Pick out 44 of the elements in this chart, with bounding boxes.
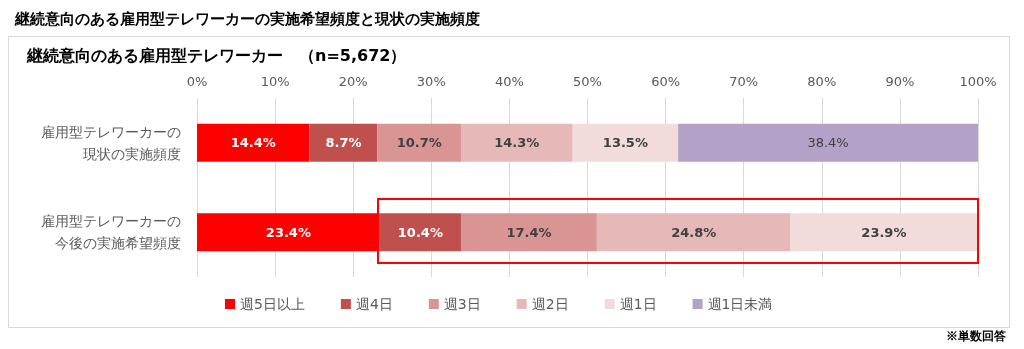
bar: [572, 123, 679, 162]
x-tick-label: 0%: [186, 74, 208, 89]
data-label: 23.4%: [265, 224, 311, 240]
bar: [790, 213, 978, 252]
x-tick-label: 100%: [959, 74, 997, 89]
chart-title: 継続意向のある雇用型テレワーカーの実施希望頻度と現状の実施頻度: [14, 9, 480, 28]
legend-label: 週1日未満: [707, 296, 773, 312]
data-label: 10.7%: [396, 135, 442, 151]
bar: [377, 123, 461, 162]
x-tick-label: 90%: [885, 74, 915, 89]
bar: [197, 123, 310, 162]
y-tick-label: 雇用型テレワーカーの今後の実施希望頻度: [41, 213, 181, 252]
bar: [678, 123, 978, 162]
data-label: 8.7%: [325, 135, 362, 151]
bar: [379, 213, 461, 252]
legend-label: 週4日: [355, 296, 393, 312]
text: ※単数回答: [946, 329, 1007, 343]
bar: [596, 213, 791, 252]
x-tick-label: 50%: [573, 74, 602, 89]
x-tick-label: 20%: [338, 74, 368, 89]
x-tick-label: 30%: [416, 74, 446, 89]
bar: [460, 213, 597, 252]
bar: [197, 213, 380, 252]
data-label: 10.4%: [397, 224, 443, 240]
chart-subtitle: 継続意向のある雇用型テレワーカー （n=5,672）: [26, 45, 407, 65]
x-tick-label: 80%: [807, 74, 837, 89]
data-label: 23.9%: [861, 224, 907, 240]
legend-label: 週1日: [619, 296, 657, 312]
y-tick-label: 雇用型テレワーカーの現状の実施頻度: [41, 123, 181, 162]
data-label: 38.4%: [807, 135, 849, 151]
legend-label: 週3日: [443, 296, 481, 312]
x-tick-label: 60%: [651, 74, 681, 89]
x-tick-label: 70%: [729, 74, 759, 89]
bar: [309, 123, 378, 162]
x-tick-label: 40%: [494, 74, 524, 89]
legend-label: 週2日: [531, 296, 569, 312]
data-label: 13.5%: [602, 135, 648, 151]
data-label: 14.3%: [494, 135, 540, 151]
bar: [460, 123, 573, 162]
legend-label: 週5日以上: [240, 296, 305, 312]
data-label: 17.4%: [506, 224, 552, 240]
x-tick-label: 10%: [260, 74, 290, 89]
data-label: 14.4%: [230, 135, 276, 151]
data-label: 24.8%: [671, 224, 717, 240]
